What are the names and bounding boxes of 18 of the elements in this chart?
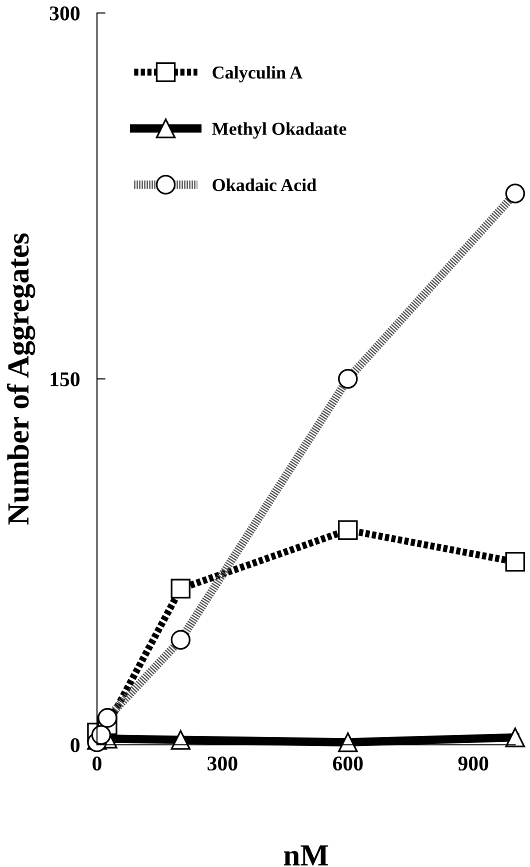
y-tick-label: 150 bbox=[50, 372, 80, 386]
x-tick-label: 900 bbox=[458, 756, 488, 771]
point bbox=[505, 552, 526, 572]
x-tick-label: 600 bbox=[332, 756, 363, 771]
legend-label: Methyl Okadaate bbox=[212, 122, 346, 139]
y-axis-title: Number of Aggregates bbox=[6, 233, 36, 525]
legend-label: Okadaic Acid bbox=[212, 178, 316, 192]
x-axis-title: nM bbox=[284, 845, 328, 866]
legend-label: Calyculin A bbox=[212, 66, 302, 82]
x-tick-label: 0 bbox=[92, 756, 102, 771]
point bbox=[170, 578, 190, 599]
y-tick-label: 0 bbox=[70, 738, 80, 752]
point bbox=[338, 732, 358, 752]
point bbox=[505, 728, 526, 748]
y-tick-label: 300 bbox=[50, 6, 80, 20]
point bbox=[338, 520, 358, 540]
x-tick-label: 300 bbox=[208, 756, 238, 771]
point bbox=[170, 730, 190, 750]
